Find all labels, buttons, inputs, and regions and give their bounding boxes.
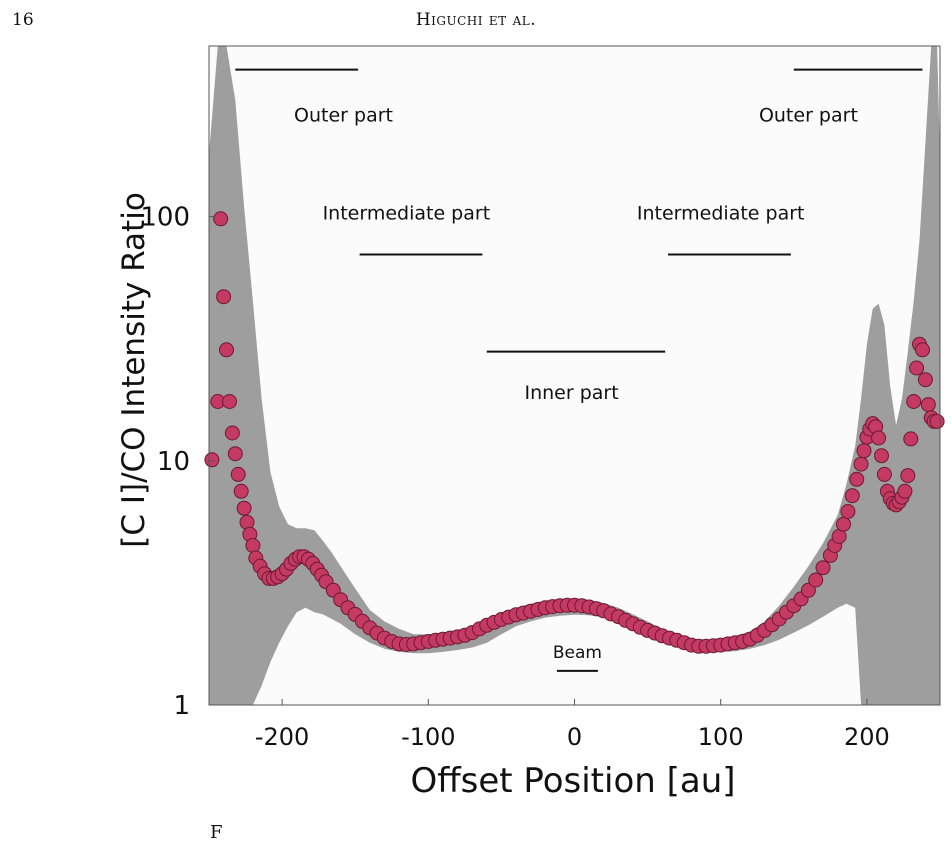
x-tick-label: 100 — [698, 723, 744, 751]
x-axis-label: Offset Position [au] — [410, 761, 735, 801]
y-tick-label: 1 — [173, 691, 190, 721]
data-point — [213, 211, 229, 227]
data-point — [856, 443, 872, 459]
x-tick-label: 200 — [844, 723, 890, 751]
data-point — [245, 538, 261, 553]
error-band — [209, 46, 940, 705]
data-point — [800, 582, 816, 598]
data-point — [844, 488, 860, 504]
annotation-label: Beam — [553, 643, 602, 663]
annotation-label: Intermediate part — [637, 203, 805, 225]
y-axis-label: [C I]/CO Intensity Ratio — [116, 192, 152, 548]
data-point — [224, 425, 240, 441]
data-point — [906, 394, 922, 409]
data-point — [871, 430, 887, 446]
data-point — [897, 483, 913, 499]
y-axis-ticks: 1 10 100 — [140, 203, 215, 721]
annotation-label: Outer part — [759, 104, 858, 126]
x-tick-label: -100 — [401, 723, 455, 751]
data-point — [815, 560, 831, 576]
data-point — [230, 466, 246, 482]
data-point — [874, 448, 889, 464]
data-series — [204, 211, 945, 654]
data-point — [222, 394, 237, 409]
data-point — [233, 483, 249, 499]
region-annotations: Outer part Outer part Intermediate part Int… — [235, 68, 923, 672]
y-tick-label: 10 — [157, 447, 190, 477]
data-point — [900, 468, 916, 484]
data-point — [853, 456, 869, 472]
data-point — [929, 413, 945, 429]
data-point — [915, 342, 930, 358]
data-point — [808, 572, 824, 588]
data-point — [917, 372, 933, 388]
data-point — [876, 466, 892, 482]
annotation-label: Outer part — [294, 104, 393, 126]
x-axis-ticks: -200 -100 0 100 200 — [255, 699, 890, 751]
data-point — [236, 500, 252, 516]
annotation-label: Inner part — [524, 382, 618, 404]
data-point — [216, 289, 232, 305]
annotation-label: Intermediate part — [323, 203, 491, 225]
page-number: 16 — [12, 10, 34, 30]
data-point — [204, 452, 220, 468]
running-header: Higuchi et al. — [415, 10, 537, 30]
data-point — [920, 397, 936, 413]
data-point — [836, 516, 851, 532]
data-point — [219, 342, 234, 358]
x-tick-label: 0 — [567, 723, 582, 751]
data-point — [840, 504, 856, 519]
caption-text: F — [210, 822, 223, 842]
figure-caption-fragment: F — [210, 822, 330, 842]
data-point — [909, 360, 925, 376]
data-point — [903, 431, 919, 447]
data-point — [849, 471, 865, 487]
y-tick-label: 100 — [140, 203, 190, 233]
data-point — [227, 446, 243, 462]
x-tick-label: -200 — [255, 723, 309, 751]
